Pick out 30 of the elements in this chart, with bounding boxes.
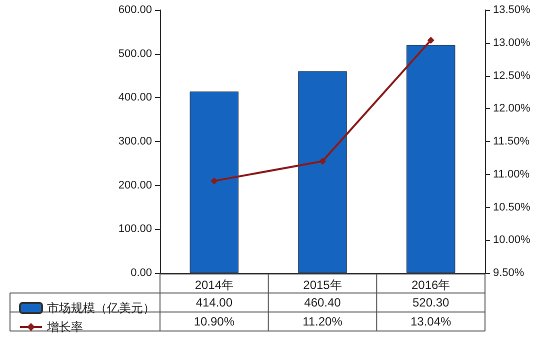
y-tick-label: 600.00 <box>118 4 152 16</box>
data-label: 460.40 <box>304 296 342 310</box>
y-tick-label: 400.00 <box>118 92 152 104</box>
data-label: 520.30 <box>412 296 450 310</box>
y2-tick-label: 11.00% <box>493 168 530 180</box>
legend-label: 增长率 <box>46 320 83 334</box>
point <box>319 158 326 165</box>
point <box>427 36 434 44</box>
x-tick-label: 2016年 <box>411 278 450 292</box>
y2-tick-label: 13.00% <box>493 36 531 49</box>
y-tick-label: 100.00 <box>118 223 152 236</box>
data-label: 13.04% <box>410 314 452 328</box>
data-label: 10.90% <box>194 314 235 328</box>
x-tick-label: 2015年 <box>303 278 342 292</box>
y2-tick-label: 12.00% <box>493 102 531 115</box>
y2-tick-label: 11.50% <box>493 136 530 148</box>
x-tick-label: 2014年 <box>194 278 234 292</box>
y-tick-label: 200.00 <box>118 179 152 192</box>
legend-label: 市场规模（亿美元） <box>47 301 155 315</box>
y2-tick-label: 12.50% <box>493 70 531 82</box>
y2-tick-label: 10.00% <box>493 234 531 246</box>
data-label: 11.20% <box>302 314 343 328</box>
y2-tick-label: 10.50% <box>493 201 531 214</box>
y-tick-label: 300.00 <box>118 136 152 148</box>
y-tick-label: 0.00 <box>130 267 152 279</box>
data-label: 414.00 <box>196 296 233 310</box>
point <box>210 177 218 184</box>
y2-tick-label: 13.50% <box>493 4 531 16</box>
y-tick-label: 500.00 <box>118 48 152 60</box>
y2-tick-label: 9.50% <box>493 267 524 279</box>
